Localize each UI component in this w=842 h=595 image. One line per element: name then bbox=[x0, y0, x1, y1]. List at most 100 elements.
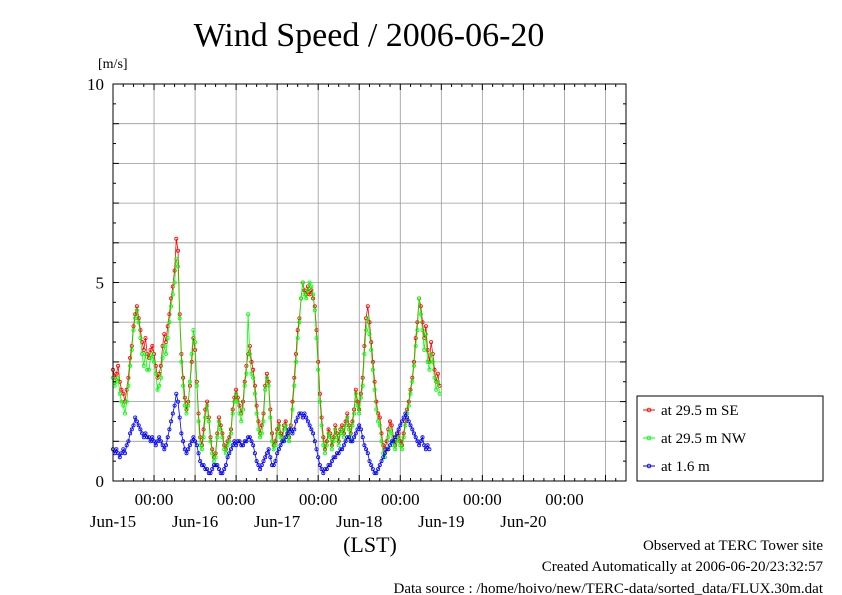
data-point bbox=[338, 447, 343, 452]
data-point bbox=[413, 343, 418, 348]
data-point bbox=[251, 443, 256, 448]
data-point bbox=[133, 415, 138, 420]
data-point bbox=[138, 427, 143, 432]
data-point bbox=[201, 427, 206, 432]
data-point bbox=[369, 463, 374, 468]
data-point bbox=[283, 435, 288, 440]
data-point bbox=[177, 415, 182, 420]
data-point bbox=[119, 399, 124, 404]
data-point bbox=[191, 328, 196, 333]
data-point bbox=[155, 387, 160, 392]
data-point bbox=[263, 387, 268, 392]
data-point bbox=[410, 379, 415, 384]
data-point bbox=[333, 423, 338, 428]
data-point bbox=[259, 423, 264, 428]
data-point bbox=[254, 411, 259, 416]
data-point bbox=[249, 359, 254, 364]
data-point bbox=[215, 435, 220, 440]
data-point bbox=[218, 471, 223, 476]
data-point bbox=[389, 423, 394, 428]
data-point bbox=[225, 443, 230, 448]
data-point bbox=[367, 332, 372, 337]
data-point bbox=[292, 383, 297, 388]
data-point bbox=[333, 427, 338, 432]
data-point bbox=[314, 336, 319, 341]
data-point bbox=[158, 439, 163, 444]
data-point bbox=[348, 439, 353, 444]
data-point bbox=[326, 431, 331, 436]
y-axis-unit-label: [m/s] bbox=[98, 57, 128, 72]
data-point bbox=[119, 387, 124, 392]
data-point bbox=[218, 427, 223, 432]
data-point bbox=[376, 419, 381, 424]
data-point bbox=[384, 447, 389, 452]
data-point bbox=[227, 451, 232, 456]
data-point bbox=[355, 403, 360, 408]
data-point bbox=[341, 443, 346, 448]
data-point bbox=[322, 447, 327, 452]
data-point bbox=[131, 423, 136, 428]
data-point bbox=[292, 427, 297, 432]
grid-lines bbox=[113, 84, 626, 481]
data-point bbox=[128, 355, 133, 360]
data-point bbox=[324, 467, 329, 472]
data-point bbox=[394, 431, 399, 436]
data-point bbox=[293, 351, 298, 356]
data-point bbox=[134, 419, 139, 424]
data-point bbox=[146, 367, 151, 372]
x-tick-label: 00:00 bbox=[463, 490, 502, 509]
data-point bbox=[413, 336, 418, 341]
data-point bbox=[198, 459, 203, 464]
data-point bbox=[239, 443, 244, 448]
data-point bbox=[405, 407, 410, 412]
data-point bbox=[352, 411, 357, 416]
data-point bbox=[263, 455, 268, 460]
data-point bbox=[165, 336, 170, 341]
y-tick-label: 5 bbox=[96, 274, 105, 293]
data-point bbox=[172, 280, 177, 285]
data-point bbox=[314, 447, 319, 452]
data-point bbox=[324, 443, 329, 448]
data-point bbox=[292, 375, 297, 380]
data-point bbox=[429, 340, 434, 345]
data-point bbox=[434, 387, 439, 392]
data-point bbox=[353, 387, 358, 392]
data-point bbox=[396, 427, 401, 432]
data-point bbox=[129, 347, 134, 352]
data-point bbox=[242, 439, 247, 444]
data-point bbox=[216, 419, 221, 424]
data-point bbox=[345, 435, 350, 440]
legend-box bbox=[636, 395, 824, 482]
data-point bbox=[247, 351, 252, 356]
data-point bbox=[432, 367, 437, 372]
data-point bbox=[275, 427, 280, 432]
data-point bbox=[266, 379, 271, 384]
data-point bbox=[240, 399, 245, 404]
data-point bbox=[254, 403, 259, 408]
data-point bbox=[246, 312, 251, 317]
data-point bbox=[423, 332, 428, 337]
data-point bbox=[389, 431, 394, 436]
data-point bbox=[317, 399, 322, 404]
data-point bbox=[317, 463, 322, 468]
data-point bbox=[370, 367, 375, 372]
data-point bbox=[420, 435, 425, 440]
data-point bbox=[234, 391, 239, 396]
data-point bbox=[153, 443, 158, 448]
data-point bbox=[136, 320, 141, 325]
data-point bbox=[134, 308, 139, 313]
data-point bbox=[346, 427, 351, 432]
data-point bbox=[403, 423, 408, 428]
data-point bbox=[415, 328, 420, 333]
data-point bbox=[126, 383, 131, 388]
data-point bbox=[273, 443, 278, 448]
data-point bbox=[167, 427, 172, 432]
x-date-label: Jun-19 bbox=[418, 512, 464, 531]
data-point bbox=[403, 411, 408, 416]
data-point bbox=[422, 347, 427, 352]
data-point bbox=[387, 427, 392, 432]
data-point bbox=[417, 296, 422, 301]
data-point bbox=[128, 363, 133, 368]
data-point bbox=[370, 359, 375, 364]
data-point bbox=[210, 467, 215, 472]
